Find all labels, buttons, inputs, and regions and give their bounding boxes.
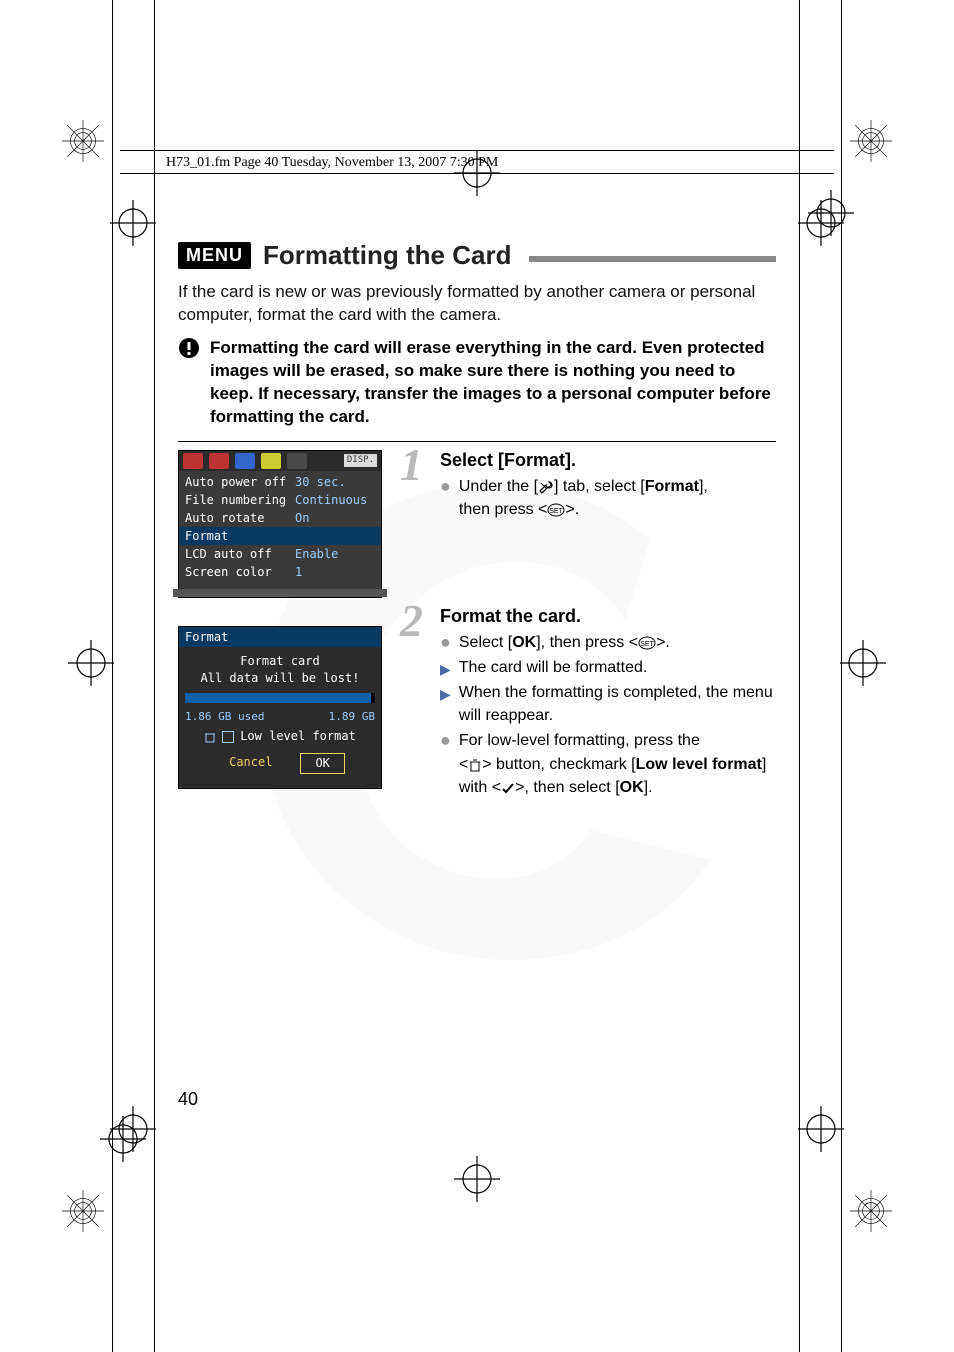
cam2-title: Format bbox=[179, 627, 381, 648]
cam-menu-row: File numberingContinuous bbox=[185, 491, 375, 509]
cam-tab-icon bbox=[287, 453, 307, 469]
step2-line1: Select [OK], then press <SET>. bbox=[459, 631, 670, 654]
corner-ornament-icon bbox=[62, 1190, 104, 1232]
cam-menu-row: Auto power off30 sec. bbox=[185, 473, 375, 491]
trash-icon bbox=[468, 758, 482, 772]
wrench-icon bbox=[538, 480, 554, 494]
arrow-icon: ▶ bbox=[440, 659, 451, 679]
step1-heading: Select [Format]. bbox=[440, 450, 776, 471]
step2-line2: The card will be formatted. bbox=[459, 656, 648, 679]
cam2-cancel-button: Cancel bbox=[215, 753, 286, 774]
corner-ornament-icon bbox=[850, 120, 892, 162]
cam-disp-badge: DISP. bbox=[344, 454, 377, 468]
registration-mark-icon bbox=[110, 200, 156, 246]
print-header-text: H73_01.fm Page 40 Tuesday, November 13, … bbox=[166, 155, 498, 170]
cam2-line2: All data will be lost! bbox=[185, 670, 375, 687]
corner-ornament-icon bbox=[850, 1190, 892, 1232]
cam2-llf-label: Low level format bbox=[240, 728, 356, 745]
cam-tab-icon bbox=[209, 453, 229, 469]
arrow-icon: ▶ bbox=[440, 684, 451, 727]
cam-tab-icon bbox=[183, 453, 203, 469]
step2-line4: For low-level formatting, press the <> b… bbox=[459, 729, 776, 799]
step1-text: Under the [] tab, select [Format], then … bbox=[459, 475, 708, 521]
warning-text: Formatting the card will erase everythin… bbox=[210, 337, 776, 429]
cam-menu-row: Format bbox=[179, 527, 381, 545]
registration-mark-icon bbox=[68, 640, 114, 686]
camera-format-dialog: Format Format card All data will be lost… bbox=[178, 626, 382, 789]
svg-text:SET: SET bbox=[640, 641, 654, 648]
corner-ornament-icon bbox=[62, 120, 104, 162]
intro-paragraph: If the card is new or was previously for… bbox=[178, 281, 776, 327]
registration-mark-icon bbox=[798, 1106, 844, 1152]
cam-menu-row: Auto rotateOn bbox=[185, 509, 375, 527]
page-title: Formatting the Card bbox=[263, 240, 511, 271]
title-rule bbox=[529, 256, 776, 262]
registration-mark-icon bbox=[110, 1106, 156, 1152]
trash-icon bbox=[204, 731, 216, 743]
step-number: 1 bbox=[400, 438, 423, 491]
cam2-ok-button: OK bbox=[300, 753, 344, 774]
set-icon: SET bbox=[547, 503, 565, 517]
bullet-icon: ● bbox=[440, 731, 451, 799]
step2-heading: Format the card. bbox=[440, 606, 776, 627]
bullet-icon: ● bbox=[440, 633, 451, 654]
cam-tab-icon bbox=[235, 453, 255, 469]
checkbox-icon bbox=[222, 731, 234, 743]
step2-line3: When the formatting is completed, the me… bbox=[459, 681, 776, 727]
svg-text:SET: SET bbox=[550, 508, 564, 515]
cam2-used: 1.86 GB used bbox=[185, 709, 264, 724]
print-header: H73_01.fm Page 40 Tuesday, November 13, … bbox=[120, 150, 834, 174]
bullet-icon: ● bbox=[440, 477, 451, 521]
set-icon: SET bbox=[638, 636, 656, 650]
step-number: 2 bbox=[400, 594, 423, 647]
menu-badge: MENU bbox=[178, 242, 251, 269]
registration-mark-icon bbox=[454, 1156, 500, 1202]
cam2-line1: Format card bbox=[185, 653, 375, 670]
warn-icon bbox=[178, 337, 200, 359]
camera-menu-screenshot: DISP. Auto power off30 sec.File numberin… bbox=[178, 450, 382, 598]
cam-menu-row: LCD auto offEnable bbox=[185, 545, 375, 563]
cam-tab-wrench-icon bbox=[261, 453, 281, 469]
page-number: 40 bbox=[178, 1089, 198, 1110]
registration-mark-icon bbox=[798, 200, 844, 246]
cam2-total: 1.89 GB bbox=[329, 709, 375, 724]
cam-menu-row: Screen color1 bbox=[185, 563, 375, 581]
registration-mark-icon bbox=[840, 640, 886, 686]
check-icon bbox=[501, 781, 515, 795]
